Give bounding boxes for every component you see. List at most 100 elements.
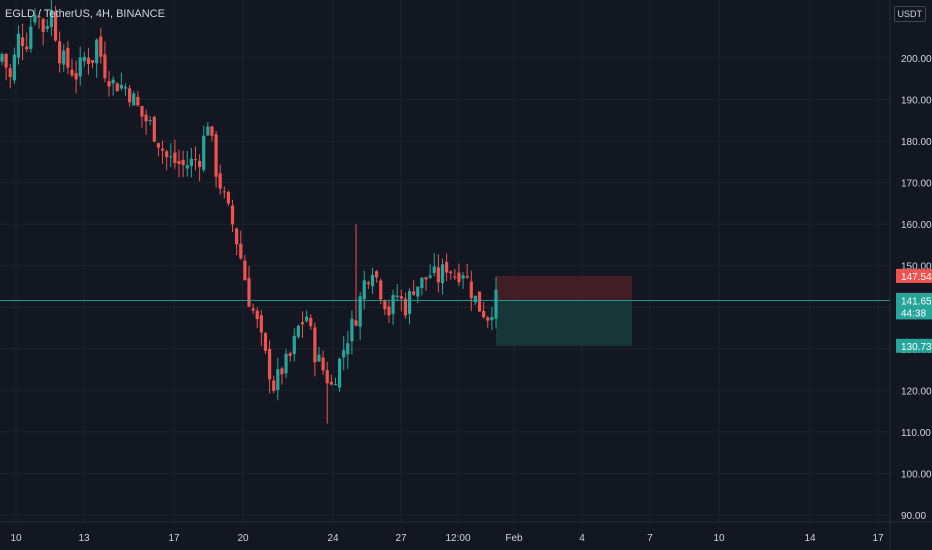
candle (329, 374, 333, 386)
candle-body (329, 381, 333, 385)
take-profit-zone (496, 300, 632, 346)
time-tick-label: 27 (395, 533, 407, 544)
candle (70, 58, 74, 78)
candle (115, 82, 119, 92)
candle-body (445, 261, 449, 273)
candle (453, 268, 457, 280)
candlestick-series (0, 0, 498, 424)
price-tick-label: 190.00 (901, 96, 932, 107)
candle (346, 331, 350, 369)
candle-body (239, 243, 243, 259)
candle-body (494, 289, 498, 319)
candle-body (160, 148, 165, 151)
candle (457, 263, 461, 286)
candle (16, 25, 21, 65)
candle (37, 14, 41, 29)
candle-body (383, 300, 387, 310)
candle-body (148, 119, 152, 121)
candle (395, 284, 399, 301)
candle-body (292, 335, 296, 354)
time-tick-label: 12:00 (445, 533, 470, 544)
candle (267, 340, 272, 394)
candle-body (449, 271, 453, 274)
currency-badge[interactable]: USDT (893, 6, 926, 22)
candle (111, 76, 115, 96)
candle (263, 331, 268, 354)
price-tick-label: 90.00 (901, 511, 926, 522)
candle-body (41, 18, 45, 32)
candle (494, 276, 498, 329)
candle-body (325, 370, 329, 384)
candle (424, 277, 428, 291)
candle-body (379, 280, 383, 300)
candle (276, 357, 280, 401)
candle-body (399, 296, 403, 299)
candle (251, 303, 255, 315)
time-tick-label: 24 (327, 533, 339, 544)
candle-body (165, 151, 169, 158)
position-zones (496, 275, 632, 346)
candle-body (140, 105, 144, 117)
candle-body (193, 159, 198, 161)
candle-body (251, 308, 255, 311)
grid-lines (0, 0, 890, 522)
candle-body (432, 266, 436, 274)
candle-body (16, 33, 21, 58)
candle-body (29, 26, 33, 49)
candle-body (123, 87, 128, 89)
candle (132, 91, 136, 106)
candle (58, 31, 62, 73)
price-tag-bg (896, 338, 932, 353)
candle-body (387, 306, 391, 316)
candle (445, 253, 449, 282)
candle (41, 17, 45, 46)
candle (354, 224, 358, 327)
candle (95, 38, 99, 78)
candle (144, 109, 148, 135)
candle-body (0, 54, 4, 62)
candle-body (267, 348, 272, 380)
candle (247, 265, 251, 308)
candle-body (337, 358, 342, 388)
candle (235, 227, 239, 256)
candle-body (243, 260, 247, 281)
candle (20, 23, 25, 61)
price-tick-label: 150.00 (901, 262, 932, 273)
candle (370, 267, 375, 294)
price-tick-label: 160.00 (901, 220, 932, 231)
candle (49, 0, 53, 37)
candle (202, 125, 206, 173)
candle-body (230, 205, 235, 225)
candle-body (4, 53, 8, 68)
time-axis[interactable]: 10 13 17 20 24 27 12:00 Feb 4 7 10 14 17 (0, 521, 932, 544)
candle (432, 252, 436, 277)
candle-body (276, 369, 280, 390)
candle-body (255, 310, 259, 320)
price-tick-label: 180.00 (901, 137, 932, 148)
price-tick-label: 100.00 (901, 469, 932, 480)
price-tag: 147.54 (896, 268, 932, 283)
candle (436, 254, 440, 293)
candle (173, 139, 177, 169)
candle (461, 271, 465, 290)
candle (140, 105, 144, 128)
candle-body (95, 39, 99, 64)
candle (136, 91, 140, 107)
candle (412, 280, 416, 296)
candle (342, 336, 346, 371)
candle (449, 270, 453, 280)
candle (440, 258, 445, 295)
candle-body (33, 14, 37, 23)
candle-body (8, 68, 12, 77)
candle (99, 27, 103, 64)
symbol-title: EGLD / TetherUS, 4H, BINANCE (5, 8, 165, 20)
price-tick-label: 170.00 (901, 179, 932, 190)
candle (82, 52, 86, 67)
candle (403, 292, 408, 319)
price-tick-label: 110.00 (901, 428, 931, 439)
candle (218, 164, 222, 195)
price-tag-bg (896, 268, 932, 283)
candle-body (465, 276, 469, 278)
